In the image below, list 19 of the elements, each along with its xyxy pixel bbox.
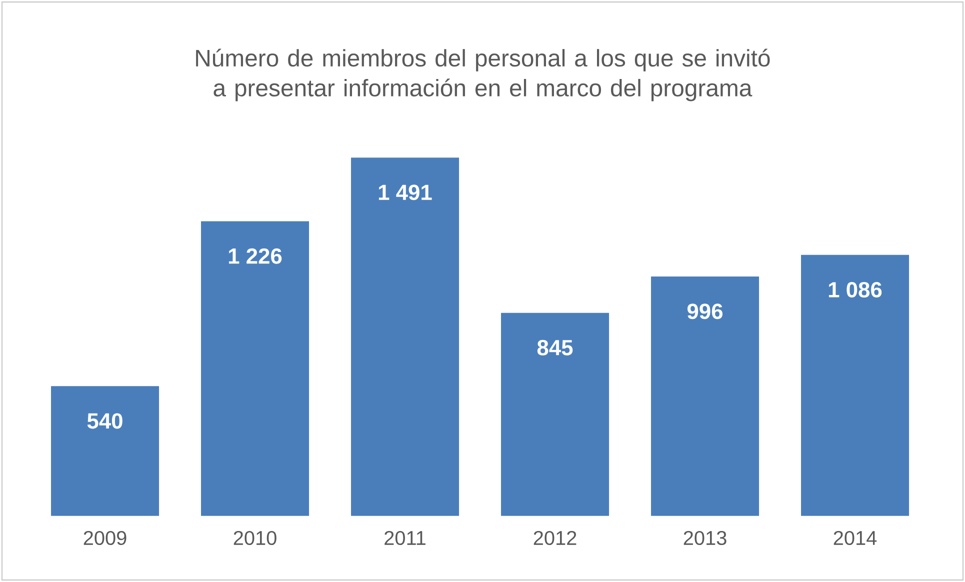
bar (51, 386, 160, 516)
bar (801, 254, 910, 516)
x-tick-label: 2012 (534, 530, 576, 546)
data-label: 1 086 (828, 282, 882, 298)
data-label: 996 (687, 304, 723, 320)
data-label: 1 226 (228, 248, 282, 264)
data-label: 540 (87, 413, 122, 429)
x-tick-label: 2009 (84, 530, 126, 546)
x-tick-label: 2011 (384, 530, 426, 546)
chart-title: Número de miembros del personal a los que se invitó a presentar información en el marco del programa (196, 48, 770, 102)
bar (651, 276, 760, 516)
x-tick-label: 2014 (834, 530, 877, 546)
data-label: 845 (537, 340, 573, 356)
bar (201, 221, 310, 516)
data-label: 1 491 (378, 184, 432, 200)
x-tick-label: 2010 (234, 530, 276, 546)
bar (501, 312, 610, 516)
bar (351, 158, 460, 516)
x-tick-label: 2013 (684, 530, 726, 546)
